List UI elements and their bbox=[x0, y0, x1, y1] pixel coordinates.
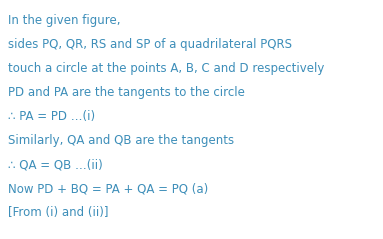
Text: Now PD + BQ = PA + QA = PQ (a): Now PD + BQ = PA + QA = PQ (a) bbox=[8, 182, 208, 195]
Text: ∴ QA = QB …(ii): ∴ QA = QB …(ii) bbox=[8, 158, 103, 171]
Text: Similarly, QA and QB are the tangents: Similarly, QA and QB are the tangents bbox=[8, 134, 234, 147]
Text: [From (i) and (ii)]: [From (i) and (ii)] bbox=[8, 206, 108, 219]
Text: PD and PA are the tangents to the circle: PD and PA are the tangents to the circle bbox=[8, 86, 245, 99]
Text: ∴ PA = PD …(i): ∴ PA = PD …(i) bbox=[8, 110, 95, 123]
Text: touch a circle at the points A, B, C and D respectively: touch a circle at the points A, B, C and… bbox=[8, 62, 324, 75]
Text: In the given figure,: In the given figure, bbox=[8, 14, 121, 27]
Text: sides PQ, QR, RS and SP of a quadrilateral PQRS: sides PQ, QR, RS and SP of a quadrilater… bbox=[8, 38, 292, 51]
